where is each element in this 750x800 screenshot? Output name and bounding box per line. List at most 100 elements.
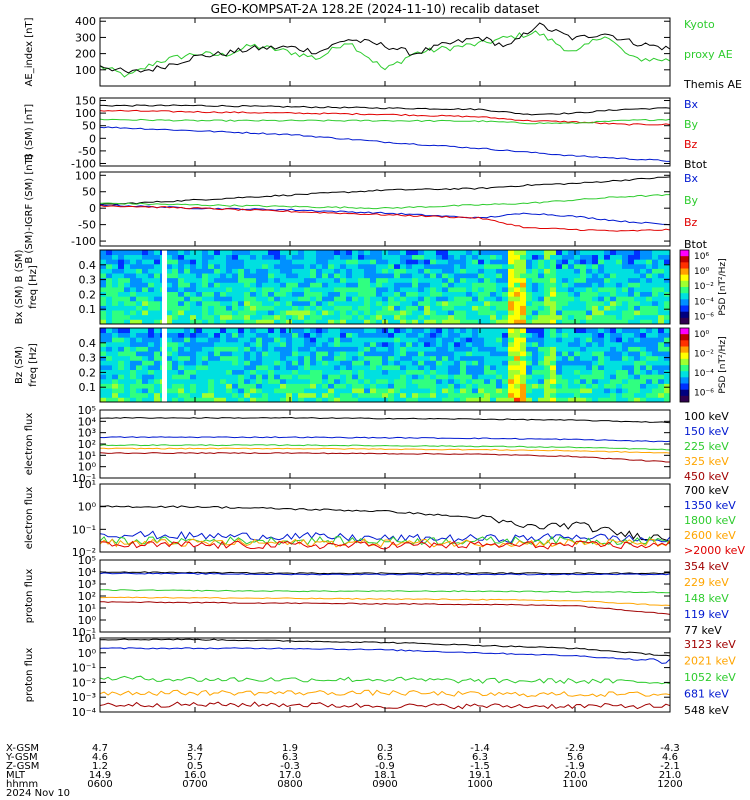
spectrogram-cell bbox=[388, 277, 395, 283]
spectrogram-cell bbox=[430, 374, 437, 380]
spectrogram-cell bbox=[574, 268, 581, 274]
spectrogram-cell bbox=[478, 397, 485, 403]
spectrogram-cell bbox=[382, 282, 389, 288]
spectrogram-cell bbox=[610, 346, 617, 352]
spectrogram-cell bbox=[454, 365, 461, 371]
spectrogram-cell bbox=[286, 277, 293, 283]
spectrogram-cell bbox=[514, 383, 521, 389]
spectrogram-cell bbox=[220, 287, 227, 293]
spectrogram-cell bbox=[190, 305, 197, 311]
spectrogram-cell bbox=[112, 305, 119, 311]
spectrogram-cell bbox=[370, 378, 377, 384]
spectrogram-cell bbox=[358, 314, 365, 320]
spectrogram-cell bbox=[370, 296, 377, 302]
spectrogram-cell bbox=[370, 328, 377, 334]
spectrogram-cell bbox=[100, 378, 107, 384]
spectrogram-cell bbox=[412, 291, 419, 297]
spectrogram-cell bbox=[364, 319, 371, 325]
spectrogram-cell bbox=[322, 383, 329, 389]
spectrogram-cell bbox=[460, 263, 467, 269]
spectrogram-cell bbox=[478, 369, 485, 375]
spectrogram-cell bbox=[406, 282, 413, 288]
spectrogram-cell bbox=[250, 360, 257, 366]
spectrogram-cell bbox=[346, 374, 353, 380]
spectrogram-cell bbox=[124, 378, 131, 384]
spectrogram-cell bbox=[520, 332, 527, 338]
spectrogram-cell bbox=[370, 397, 377, 403]
spectrogram-cell bbox=[196, 296, 203, 302]
ephemeris-value: -2.9 bbox=[565, 743, 585, 754]
spectrogram-cell bbox=[196, 360, 203, 366]
spectrogram-cell bbox=[274, 351, 281, 357]
spectrogram-cell bbox=[274, 337, 281, 343]
spectrogram-cell bbox=[562, 397, 569, 403]
spectrogram-cell bbox=[418, 397, 425, 403]
spectrogram-cell bbox=[586, 365, 593, 371]
spectrogram-cell bbox=[334, 332, 341, 338]
spectrogram-cell bbox=[220, 365, 227, 371]
spectrogram-cell bbox=[346, 383, 353, 389]
spectrogram-cell bbox=[250, 392, 257, 398]
spectrogram-cell bbox=[358, 287, 365, 293]
spectrogram-cell bbox=[310, 287, 317, 293]
spectrogram-cell bbox=[280, 337, 287, 343]
spectrogram-cell bbox=[490, 351, 497, 357]
spectrogram-cell bbox=[100, 355, 107, 361]
spectrogram-cell bbox=[616, 305, 623, 311]
spectrogram-cell bbox=[532, 319, 539, 325]
spectrogram-cell bbox=[190, 397, 197, 403]
spectrogram-cell bbox=[640, 319, 647, 325]
spectrogram-cell bbox=[478, 277, 485, 283]
spectrogram-cell bbox=[514, 259, 521, 265]
spectrogram-cell bbox=[466, 287, 473, 293]
spectrogram-cell bbox=[568, 351, 575, 357]
spectrogram-cell bbox=[220, 351, 227, 357]
spectrogram-bx_spec bbox=[100, 250, 671, 325]
spectrogram-cell bbox=[460, 328, 467, 334]
panel-frame bbox=[99, 17, 671, 87]
spectrogram-cell bbox=[640, 305, 647, 311]
spectrogram-cell bbox=[232, 337, 239, 343]
ephemeris-value: 5.7 bbox=[187, 752, 203, 763]
spectrogram-cell bbox=[298, 319, 305, 325]
spectrogram-cell bbox=[400, 374, 407, 380]
spectrogram-cell bbox=[190, 388, 197, 394]
spectrogram-cell bbox=[334, 250, 341, 256]
spectrogram-cell bbox=[586, 369, 593, 375]
spectrogram-cell bbox=[460, 351, 467, 357]
spectrogram-cell bbox=[292, 374, 299, 380]
spectrogram-cell bbox=[310, 369, 317, 375]
spectrogram-cell bbox=[172, 360, 179, 366]
spectrogram-cell bbox=[244, 263, 251, 269]
spectrogram-cell bbox=[346, 263, 353, 269]
spectrogram-cell bbox=[616, 296, 623, 302]
spectrogram-cell bbox=[154, 254, 161, 260]
ephemeris-value: 5.6 bbox=[567, 752, 583, 763]
spectrogram-cell bbox=[184, 369, 191, 375]
spectrogram-cell bbox=[256, 397, 263, 403]
spectrogram-cell bbox=[574, 378, 581, 384]
spectrogram-cell bbox=[166, 383, 173, 389]
spectrogram-cell bbox=[250, 369, 257, 375]
spectrogram-cell bbox=[112, 392, 119, 398]
spectrogram-cell bbox=[538, 319, 545, 325]
spectrogram-cell bbox=[214, 392, 221, 398]
spectrogram-cell bbox=[616, 282, 623, 288]
spectrogram-cell bbox=[190, 346, 197, 352]
spectrogram-cell bbox=[154, 300, 161, 306]
spectrogram-cell bbox=[502, 378, 509, 384]
series-line bbox=[99, 204, 671, 232]
spectrogram-cell bbox=[436, 346, 443, 352]
spectrogram-cell bbox=[556, 355, 563, 361]
y-tick-label: 10⁵ bbox=[78, 554, 96, 567]
spectrogram-cell bbox=[586, 277, 593, 283]
spectrogram-cell bbox=[580, 250, 587, 256]
spectrogram-cell bbox=[196, 341, 203, 347]
spectrogram-cell bbox=[532, 250, 539, 256]
spectrogram-cell bbox=[256, 277, 263, 283]
spectrogram-cell bbox=[346, 397, 353, 403]
spectrogram-cell bbox=[250, 282, 257, 288]
spectrogram-cell bbox=[652, 337, 659, 343]
spectrogram-cell bbox=[538, 374, 545, 380]
spectrogram-cell bbox=[412, 355, 419, 361]
